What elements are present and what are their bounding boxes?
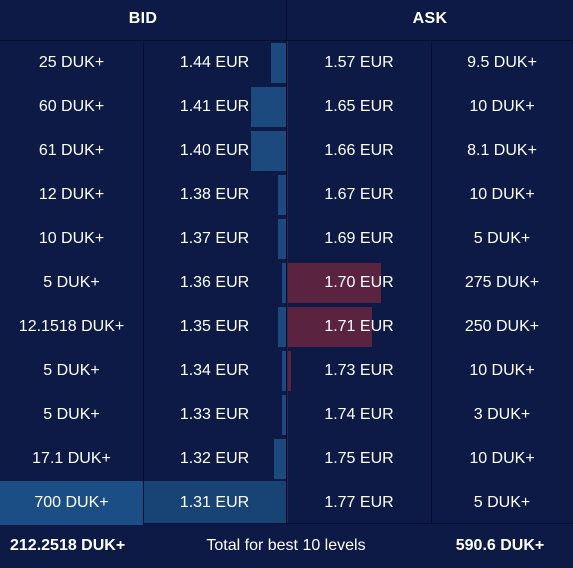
ask-price: 1.77 EUR — [324, 494, 394, 511]
order-book-row[interactable]: 12 DUK+ 1.38 EUR 1.67 EUR 10 DUK+ — [0, 173, 573, 217]
header-divider — [286, 0, 287, 40]
order-book-row[interactable]: 17.1 DUK+ 1.32 EUR 1.75 EUR 10 DUK+ — [0, 437, 573, 481]
bid-price: 1.31 EUR — [179, 494, 250, 511]
order-book-row[interactable]: 25 DUK+ 1.44 EUR 1.57 EUR 9.5 DUK+ — [0, 41, 573, 85]
ask-quantity: 275 DUK+ — [464, 274, 540, 291]
bid-price: 1.33 EUR — [179, 406, 250, 423]
bid-quantity: 25 DUK+ — [38, 54, 105, 71]
total-label: Total for best 10 levels — [206, 537, 366, 554]
ask-quantity: 10 DUK+ — [469, 450, 535, 467]
bid-depth-bar — [278, 175, 286, 215]
column-divider — [431, 41, 432, 523]
bid-total: 212.2518 DUK+ — [10, 537, 126, 554]
bid-quantity: 5 DUK+ — [43, 274, 100, 291]
order-book-row[interactable]: 12.1518 DUK+ 1.35 EUR 1.71 EUR 250 DUK+ — [0, 305, 573, 349]
order-book-row[interactable]: 10 DUK+ 1.37 EUR 1.69 EUR 5 DUK+ — [0, 217, 573, 261]
bid-depth-bar — [251, 131, 286, 171]
ask-quantity: 250 DUK+ — [464, 318, 540, 335]
ask-quantity: 5 DUK+ — [473, 230, 531, 247]
bid-depth-bar — [274, 439, 286, 479]
bid-quantity: 700 DUK+ — [0, 481, 143, 525]
bid-quantity: 5 DUK+ — [43, 406, 100, 423]
bid-depth-bar — [278, 219, 286, 259]
column-divider — [286, 41, 287, 523]
ask-price: 1.75 EUR — [324, 450, 394, 467]
order-book-header: BID ASK — [0, 0, 573, 41]
bid-quantity: 12.1518 DUK+ — [18, 318, 125, 335]
bid-price: 1.37 EUR — [179, 230, 250, 247]
bid-quantity: 10 DUK+ — [38, 230, 105, 247]
ask-quantity: 3 DUK+ — [473, 406, 531, 423]
ask-price: 1.57 EUR — [324, 54, 394, 71]
ask-price: 1.65 EUR — [324, 98, 394, 115]
bid-price: 1.35 EUR — [179, 318, 250, 335]
bid-depth-bar — [282, 263, 286, 303]
ask-column-title: ASK — [412, 10, 448, 27]
bid-quantity: 60 DUK+ — [38, 98, 105, 115]
ask-price: 1.69 EUR — [324, 230, 394, 247]
bid-quantity: 5 DUK+ — [43, 362, 100, 379]
ask-quantity: 10 DUK+ — [469, 362, 535, 379]
column-divider — [143, 41, 144, 523]
ask-depth-bar — [288, 307, 372, 347]
ask-price: 1.73 EUR — [324, 362, 394, 379]
ask-price: 1.71 EUR — [324, 318, 394, 335]
order-book-row[interactable]: 5 DUK+ 1.36 EUR 1.70 EUR 275 DUK+ — [0, 261, 573, 305]
ask-total: 590.6 DUK+ — [455, 537, 545, 554]
ask-price: 1.70 EUR — [324, 274, 394, 291]
ask-depth-bar — [288, 351, 291, 391]
bid-price: 1.36 EUR — [179, 274, 250, 291]
ask-quantity: 9.5 DUK+ — [467, 54, 537, 71]
ask-depth-bar — [288, 263, 381, 303]
bid-depth-bar — [271, 43, 286, 83]
ask-quantity: 10 DUK+ — [469, 186, 535, 203]
order-book-row[interactable]: 5 DUK+ 1.33 EUR 1.74 EUR 3 DUK+ — [0, 393, 573, 437]
order-book-row[interactable]: 5 DUK+ 1.34 EUR 1.73 EUR 10 DUK+ — [0, 349, 573, 393]
bid-quantity: 17.1 DUK+ — [32, 450, 111, 467]
bid-column-title: BID — [128, 10, 158, 27]
bid-depth-bar — [282, 351, 286, 391]
ask-quantity: 10 DUK+ — [469, 98, 535, 115]
ask-price: 1.66 EUR — [324, 142, 394, 159]
ask-quantity: 8.1 DUK+ — [467, 142, 537, 159]
bid-price: 1.44 EUR — [179, 54, 250, 71]
order-book-row[interactable]: 60 DUK+ 1.41 EUR 1.65 EUR 10 DUK+ — [0, 85, 573, 129]
ask-price: 1.74 EUR — [324, 406, 394, 423]
bid-price: 1.34 EUR — [179, 362, 250, 379]
order-book-footer: 212.2518 DUK+ Total for best 10 levels 5… — [0, 523, 573, 568]
bid-price: 1.38 EUR — [179, 186, 250, 203]
bid-price: 1.40 EUR — [179, 142, 250, 159]
bid-price: 1.41 EUR — [179, 98, 250, 115]
order-book-rows: 25 DUK+ 1.44 EUR 1.57 EUR 9.5 DUK+ 60 DUK+ 1.… — [0, 41, 573, 525]
bid-price: 1.32 EUR — [179, 450, 250, 467]
spread-divider — [286, 41, 288, 523]
bid-depth-bar — [251, 87, 286, 127]
bid-depth-bar — [282, 395, 286, 435]
order-book-row[interactable]: 61 DUK+ 1.40 EUR 1.66 EUR 8.1 DUK+ — [0, 129, 573, 173]
bid-quantity: 61 DUK+ — [38, 142, 105, 159]
bid-quantity: 12 DUK+ — [38, 186, 105, 203]
ask-quantity: 5 DUK+ — [473, 494, 531, 511]
ask-price: 1.67 EUR — [324, 186, 394, 203]
bid-depth-bar — [278, 307, 286, 347]
